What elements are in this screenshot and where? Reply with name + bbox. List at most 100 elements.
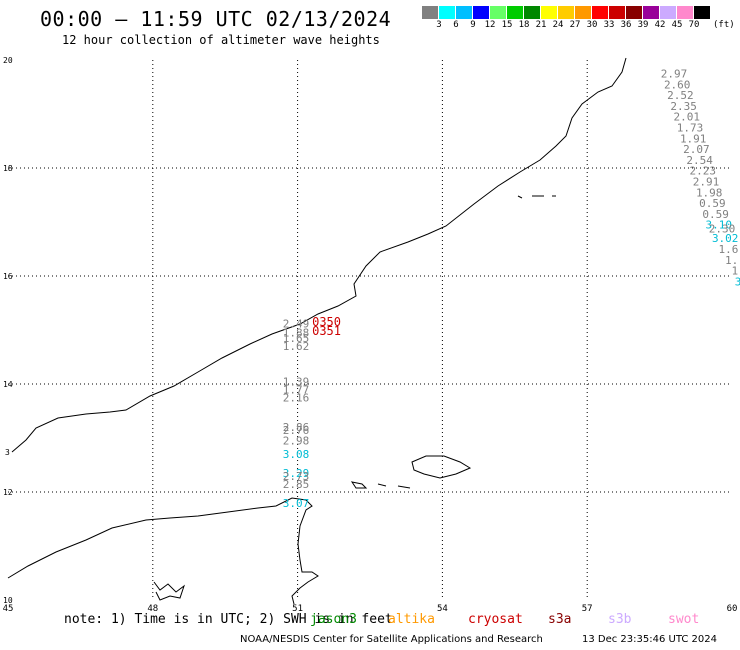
wave-height-label: 2.35 bbox=[670, 100, 697, 113]
longitude-label: 48 bbox=[147, 604, 158, 614]
wave-height-label: 2.52 bbox=[667, 89, 694, 102]
satellite-legend-s3b: s3b bbox=[608, 612, 632, 627]
wave-height-label: 2.91 bbox=[693, 176, 720, 189]
wave-height-label: 1 bbox=[731, 265, 738, 278]
latitude-label: 12 bbox=[3, 488, 13, 497]
colorbar-swatch bbox=[592, 6, 609, 19]
colorbar-tick-label: 21 bbox=[535, 20, 547, 30]
socotra-island bbox=[411, 455, 472, 479]
satellite-legend-altika: altika bbox=[388, 612, 435, 627]
small-islands bbox=[350, 195, 556, 489]
colorbar-tick-label: 36 bbox=[620, 20, 632, 30]
longitude-label: 54 bbox=[437, 604, 448, 614]
colorbar-swatch bbox=[490, 6, 507, 19]
colorbar-swatch bbox=[507, 6, 524, 19]
wave-height-label: 1. bbox=[725, 254, 738, 267]
wave-height-label: 2.86 bbox=[283, 421, 310, 434]
arabian-coast bbox=[11, 57, 627, 453]
wave-height-label: 1.6 bbox=[718, 243, 738, 256]
edge-label: 3 bbox=[5, 448, 10, 457]
wave-height-label: 2.54 bbox=[686, 154, 713, 167]
satellite-legend-cryosat: cryosat bbox=[468, 612, 523, 627]
wave-height-label: 0.59 bbox=[702, 208, 729, 221]
satellite-legend-s3a: s3a bbox=[548, 612, 572, 627]
wave-height-label: 3.08 bbox=[283, 448, 310, 461]
satellite-legend-jason3: jason3 bbox=[310, 612, 357, 627]
colorbar-tick-label: 6 bbox=[453, 20, 459, 30]
note-text: note: 1) Time is in UTC; 2) SWH is in fe… bbox=[64, 612, 393, 627]
wave-height-label: 2.73 bbox=[283, 470, 310, 483]
wave-height-label: 1.39 bbox=[283, 375, 310, 388]
coastline bbox=[7, 57, 627, 605]
wave-height-label: 0.59 bbox=[699, 197, 726, 210]
african-coast bbox=[7, 497, 319, 605]
colorbar-swatch bbox=[473, 6, 490, 19]
gridlines bbox=[8, 60, 732, 600]
latitude-label: 20 bbox=[3, 56, 13, 65]
colorbar-tick-label: 12 bbox=[484, 20, 496, 30]
colorbar-swatch bbox=[626, 6, 643, 19]
latitude-label: 18 bbox=[3, 164, 13, 173]
wave-height-label: 2.23 bbox=[690, 165, 717, 178]
wave-height-label: 2.76 bbox=[283, 424, 310, 437]
longitude-label: 57 bbox=[582, 604, 593, 614]
colorbar-tick-label: 33 bbox=[603, 20, 615, 30]
wave-height-label: 1.65 bbox=[283, 332, 310, 345]
colorbar-tick-label: 70 bbox=[688, 20, 700, 30]
pass-time-label: 0350 bbox=[312, 315, 341, 329]
colorbar-tick-label: 3 bbox=[436, 20, 442, 30]
wave-height-label: 2.07 bbox=[683, 143, 710, 156]
somali-detail bbox=[153, 581, 185, 601]
wave-height-label: 2.30 bbox=[709, 222, 736, 235]
colorbar-swatch bbox=[694, 6, 711, 19]
colorbar-tick-label: 42 bbox=[654, 20, 666, 30]
latitude-label: 10 bbox=[3, 596, 13, 605]
wave-height-label: 1.91 bbox=[680, 132, 707, 145]
colorbar-swatch bbox=[660, 6, 677, 19]
latitude-label: 14 bbox=[3, 380, 13, 389]
map-labels: 45 48 51 54 57 60 20 18 16 14 12 10 3 bbox=[3, 56, 738, 614]
longitude-label: 45 bbox=[3, 604, 14, 614]
colorbar-tick-label: 18 bbox=[518, 20, 530, 30]
wave-height-label: 2.16 bbox=[283, 392, 310, 405]
longitude-label: 51 bbox=[292, 604, 303, 614]
colorbar-tick-label: 9 bbox=[470, 20, 476, 30]
colorbar-swatch bbox=[541, 6, 558, 19]
colorbar-tick-label: 45 bbox=[671, 20, 683, 30]
page-title: 00:00 — 11:59 UTC 02/13/2024 bbox=[40, 7, 392, 31]
colorbar-tick-label: 15 bbox=[501, 20, 513, 30]
colorbar-tick-label: 30 bbox=[586, 20, 598, 30]
pass-time-label: 0351 bbox=[312, 324, 341, 338]
colorbar-tick-label: 39 bbox=[637, 20, 649, 30]
colorbar-swatch bbox=[439, 6, 456, 19]
wave-height-label: 1.98 bbox=[696, 186, 723, 199]
colorbar-swatch bbox=[609, 6, 626, 19]
wave-height-label: 2.98 bbox=[283, 435, 310, 448]
wave-height-label: 2.49 bbox=[283, 318, 310, 331]
wave-height-label: 3.29 bbox=[283, 467, 310, 480]
wave-height-label: 2.60 bbox=[664, 78, 691, 91]
wave-height-label: 3.07 bbox=[283, 497, 310, 510]
colorbar-swatch bbox=[575, 6, 592, 19]
wave-height-tracks: 2.972.602.522.352.011.731.912.072.542.23… bbox=[283, 68, 740, 510]
colorbar-tick-label: 27 bbox=[569, 20, 581, 30]
wave-height-label: 1.77 bbox=[283, 383, 310, 396]
satellite-legend-swot: swot bbox=[668, 612, 700, 627]
longitude-label: 60 bbox=[727, 604, 738, 614]
wave-height-label: 2.01 bbox=[674, 111, 701, 124]
page-subtitle: 12 hour collection of altimeter wave hei… bbox=[62, 33, 380, 47]
colorbar-swatch bbox=[643, 6, 660, 19]
colorbar-swatch bbox=[677, 6, 694, 19]
colorbar-swatch bbox=[422, 6, 439, 19]
latitude-label: 16 bbox=[3, 272, 13, 281]
footer-credit: NOAA/NESDIS Center for Satellite Applica… bbox=[240, 634, 543, 645]
colorbar bbox=[422, 6, 711, 20]
wave-height-label: 2.97 bbox=[661, 68, 688, 81]
wave-height-label: 3.10 bbox=[706, 219, 733, 232]
colorbar-tick-label: 24 bbox=[552, 20, 564, 30]
colorbar-swatch bbox=[558, 6, 575, 19]
wave-height-label: 1.73 bbox=[677, 122, 704, 135]
colorbar-ticks: 3 6 9 12 15 18 21 24 27 30 33 36 39 42 45 70 bbox=[422, 20, 740, 32]
wave-height-label: 1.88 bbox=[283, 327, 310, 340]
